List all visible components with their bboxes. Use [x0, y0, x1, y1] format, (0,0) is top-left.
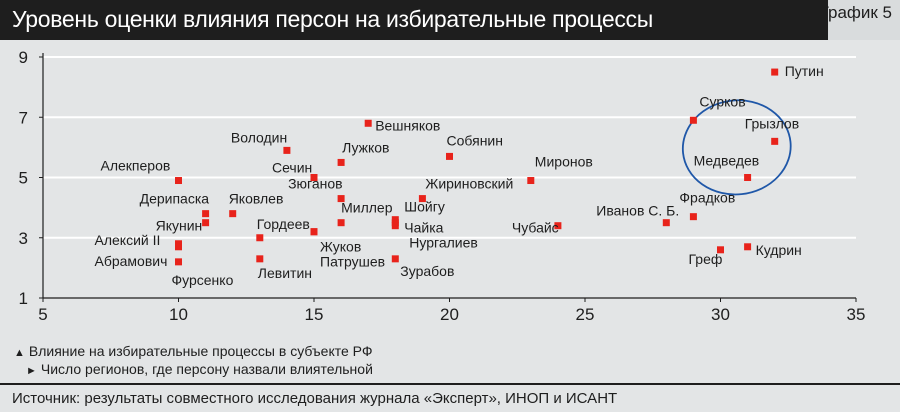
point-гордеев	[256, 234, 264, 242]
x-tick-label: 5	[38, 305, 47, 324]
point-label: Иванов С. Б.	[596, 203, 679, 219]
point-левитин	[256, 255, 264, 263]
point-кудрин	[744, 243, 752, 251]
point-label: Греф	[689, 251, 723, 267]
point-label: Яковлев	[229, 191, 284, 207]
point-label: Миронов	[535, 154, 593, 170]
title-box: Уровень оценки влияния персон на избират…	[0, 0, 828, 40]
point-якунин	[202, 219, 210, 227]
y-tick-label: 5	[19, 169, 28, 188]
point-патрушев	[310, 228, 318, 236]
point-абрамович	[175, 243, 182, 251]
point-греф	[717, 246, 724, 254]
point-label: Патрушев	[320, 254, 385, 270]
point-лужков	[337, 158, 345, 166]
highlight-ellipse	[681, 99, 792, 196]
chart-title: Уровень оценки влияния персон на избират…	[12, 6, 653, 32]
point-label: Миллер	[341, 200, 393, 216]
point-грызлов	[771, 137, 779, 145]
point-label: Вешняков	[375, 117, 440, 133]
point-label: Чайка	[404, 220, 443, 236]
title-bar: Уровень оценки влияния персон на избират…	[0, 0, 900, 40]
point-label: Жуков	[320, 239, 361, 255]
point-чубайс	[554, 222, 562, 230]
y-tick-label: 3	[19, 229, 28, 248]
x-tick-label: 25	[576, 305, 595, 324]
point-label: Фурсенко	[172, 272, 234, 288]
point-label: Фрадков	[679, 190, 735, 206]
point-зурабов	[391, 255, 399, 263]
point-вешняков	[364, 119, 372, 127]
point-label: Собянин	[447, 132, 503, 148]
point-label: Алекперов	[101, 158, 171, 174]
point-label: Чубайс	[512, 220, 559, 236]
x-tick-label: 35	[847, 305, 866, 324]
point-label: Нургалиев	[409, 235, 478, 251]
point-собянин	[446, 152, 453, 160]
point-label: Грызлов	[745, 115, 799, 131]
legend-x-note: ▲ Влияние на избирательные процессы в суб…	[14, 343, 373, 359]
point-label: Володин	[231, 129, 287, 145]
point-жириновский	[418, 195, 426, 203]
point-дерипаска	[202, 210, 210, 218]
point-миллер	[337, 219, 345, 227]
triangle-up-icon: ▲	[14, 347, 25, 359]
point-label: Сурков	[699, 93, 745, 109]
point-label: Шойгу	[404, 199, 445, 215]
point-нургалиев	[391, 219, 399, 227]
point-алекперов	[175, 177, 182, 185]
point-layer	[175, 68, 779, 266]
point-сурков	[689, 116, 697, 124]
figure-tag: График 5	[819, 3, 892, 22]
point-label: Зюганов	[288, 176, 343, 192]
point-label: Дерипаска	[140, 191, 210, 207]
y-tick-label: 7	[19, 108, 28, 127]
point-label: Жириновский	[425, 176, 513, 192]
x-tick-label: 15	[305, 305, 324, 324]
x-tick-label: 10	[169, 305, 188, 324]
legend-x-text: Влияние на избирательные процессы в субъ…	[28, 343, 373, 359]
point-медведев	[744, 174, 752, 181]
point-label: Сечин	[272, 160, 312, 176]
y-tick-label: 9	[19, 48, 28, 67]
point-label: Абрамович	[95, 253, 168, 269]
point-label: Медведев	[694, 153, 760, 169]
point-путин	[771, 68, 779, 76]
y-tick-label: 1	[19, 289, 28, 308]
x-tick-label: 20	[440, 305, 459, 324]
point-яковлев	[229, 210, 237, 218]
point-фурсенко	[175, 258, 182, 266]
legend-y-text: Число регионов, где персону назвали влия…	[40, 361, 373, 377]
point-label: Алексий II	[95, 232, 161, 248]
point-сечин	[310, 174, 318, 181]
point-label: Левитин	[258, 265, 312, 281]
point-володин	[283, 146, 291, 154]
point-label: Лужков	[342, 139, 389, 155]
point-миронов	[527, 177, 535, 185]
x-tick-label: 30	[711, 305, 730, 324]
point-label: Зурабов	[400, 263, 454, 279]
point-фрадков	[689, 213, 697, 221]
legend-y-note: ► Число регионов, где персону назвали вли…	[26, 361, 373, 377]
triangle-right-icon: ►	[26, 365, 37, 377]
point-зюганов	[337, 195, 345, 203]
point-label: Якунин	[156, 218, 203, 234]
point-label: Кудрин	[756, 242, 802, 258]
source-note: Источник: результаты совместного исследо…	[0, 383, 900, 412]
point-иванов-с-б	[662, 219, 670, 227]
point-label: Путин	[785, 63, 824, 79]
point-label: Гордеев	[257, 216, 310, 232]
